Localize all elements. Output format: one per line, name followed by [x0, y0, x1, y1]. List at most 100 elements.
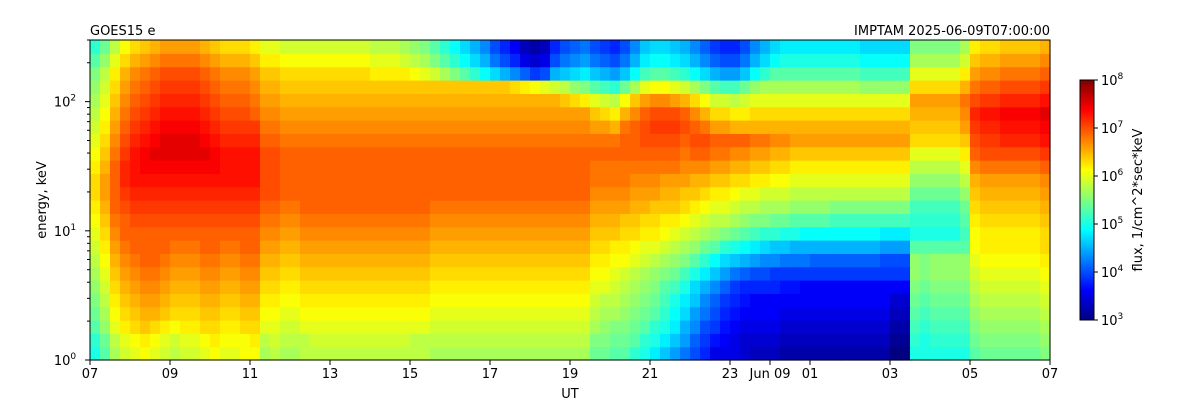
- heatmap-cell: [360, 186, 371, 201]
- heatmap-cell: [840, 266, 851, 281]
- heatmap-cell: [670, 173, 681, 188]
- heatmap-cell: [380, 160, 391, 174]
- colorbar-tick-label: 106: [1101, 168, 1124, 185]
- heatmap-cell: [510, 320, 521, 334]
- heatmap-cell: [700, 280, 711, 294]
- heatmap-cell: [210, 160, 221, 174]
- heatmap-cell: [730, 346, 741, 361]
- heatmap-cell: [860, 146, 871, 161]
- heatmap-cell: [240, 40, 251, 54]
- heatmap-cell: [560, 53, 571, 68]
- heatmap-cell: [90, 186, 101, 201]
- heatmap-cell: [990, 160, 1001, 174]
- heatmap-cell: [1010, 146, 1021, 161]
- heatmap-cell: [620, 133, 631, 148]
- heatmap-cell: [240, 200, 251, 214]
- heatmap-cell: [620, 66, 631, 81]
- heatmap-cell: [1010, 80, 1021, 94]
- heatmap-cell: [370, 226, 381, 241]
- heatmap-cell: [200, 53, 211, 68]
- heatmap-cell: [1040, 333, 1051, 348]
- heatmap-cell: [1030, 120, 1041, 134]
- heatmap-cell: [850, 266, 861, 281]
- heatmap-cell: [150, 253, 161, 268]
- heatmap-cell: [480, 320, 491, 334]
- heatmap-cell: [830, 133, 841, 148]
- heatmap-cell: [150, 320, 161, 334]
- heatmap-cell: [940, 200, 951, 214]
- heatmap-cell: [500, 306, 511, 321]
- heatmap-cell: [810, 53, 821, 68]
- heatmap-cell: [130, 240, 141, 254]
- heatmap-cell: [390, 133, 401, 148]
- heatmap-cell: [560, 80, 571, 94]
- heatmap-cell: [760, 146, 771, 161]
- heatmap-cell: [450, 66, 461, 81]
- heatmap-cell: [370, 186, 381, 201]
- heatmap-cell: [420, 253, 431, 268]
- heatmap-cell: [370, 173, 381, 188]
- heatmap-cell: [200, 240, 211, 254]
- heatmap-cell: [260, 346, 271, 361]
- heatmap-cell: [960, 146, 971, 161]
- heatmap-cell: [570, 106, 581, 121]
- heatmap-cell: [910, 346, 921, 361]
- heatmap-cell: [1030, 280, 1041, 294]
- heatmap-cell: [640, 346, 651, 361]
- heatmap-cell: [400, 40, 411, 54]
- heatmap-cell: [880, 93, 891, 108]
- heatmap-cell: [990, 306, 1001, 321]
- colorbar-tick-label: 103: [1101, 312, 1123, 329]
- heatmap-cell: [250, 346, 261, 361]
- heatmap-cell: [480, 266, 491, 281]
- heatmap-cell: [480, 66, 491, 81]
- heatmap-cell: [220, 333, 231, 348]
- heatmap-cell: [330, 120, 341, 134]
- heatmap-cell: [760, 280, 771, 294]
- heatmap-cell: [210, 266, 221, 281]
- heatmap-cell: [930, 146, 941, 161]
- heatmap-cell: [130, 333, 141, 348]
- heatmap-cell: [170, 186, 181, 201]
- heatmap-cell: [980, 93, 991, 108]
- heatmap-cell: [780, 80, 791, 94]
- heatmap-cell: [90, 240, 101, 254]
- heatmap-cell: [160, 146, 171, 161]
- heatmap-cell: [570, 213, 581, 228]
- heatmap-cell: [1000, 320, 1011, 334]
- heatmap-cell: [570, 333, 581, 348]
- heatmap-cell: [380, 66, 391, 81]
- heatmap-cell: [960, 106, 971, 121]
- heatmap-cell: [860, 173, 871, 188]
- heatmap-cell: [920, 80, 931, 94]
- heatmap-cell: [160, 160, 171, 174]
- heatmap-cell: [190, 173, 201, 188]
- heatmap-cell: [580, 80, 591, 94]
- heatmap-cell: [170, 226, 181, 241]
- heatmap-cell: [380, 253, 391, 268]
- heatmap-cell: [180, 93, 191, 108]
- heatmap-cell: [490, 306, 501, 321]
- heatmap-cell: [580, 93, 591, 108]
- heatmap-cell: [440, 160, 451, 174]
- heatmap-cell: [220, 80, 231, 94]
- heatmap-cell: [780, 160, 791, 174]
- heatmap-cell: [840, 53, 851, 68]
- heatmap-cell: [600, 120, 611, 134]
- heatmap-cell: [520, 280, 531, 294]
- heatmap-cell: [790, 320, 801, 334]
- heatmap-cell: [1030, 240, 1041, 254]
- heatmap-cell: [650, 186, 661, 201]
- heatmap-cell: [260, 160, 271, 174]
- heatmap-cell: [920, 160, 931, 174]
- heatmap-cell: [760, 53, 771, 68]
- heatmap-cell: [480, 106, 491, 121]
- heatmap-cell: [300, 306, 311, 321]
- heatmap-cell: [900, 160, 911, 174]
- heatmap-cell: [210, 346, 221, 361]
- heatmap-cell: [740, 280, 751, 294]
- heatmap-cell: [740, 93, 751, 108]
- heatmap-cell: [750, 186, 761, 201]
- heatmap-cell: [280, 213, 291, 228]
